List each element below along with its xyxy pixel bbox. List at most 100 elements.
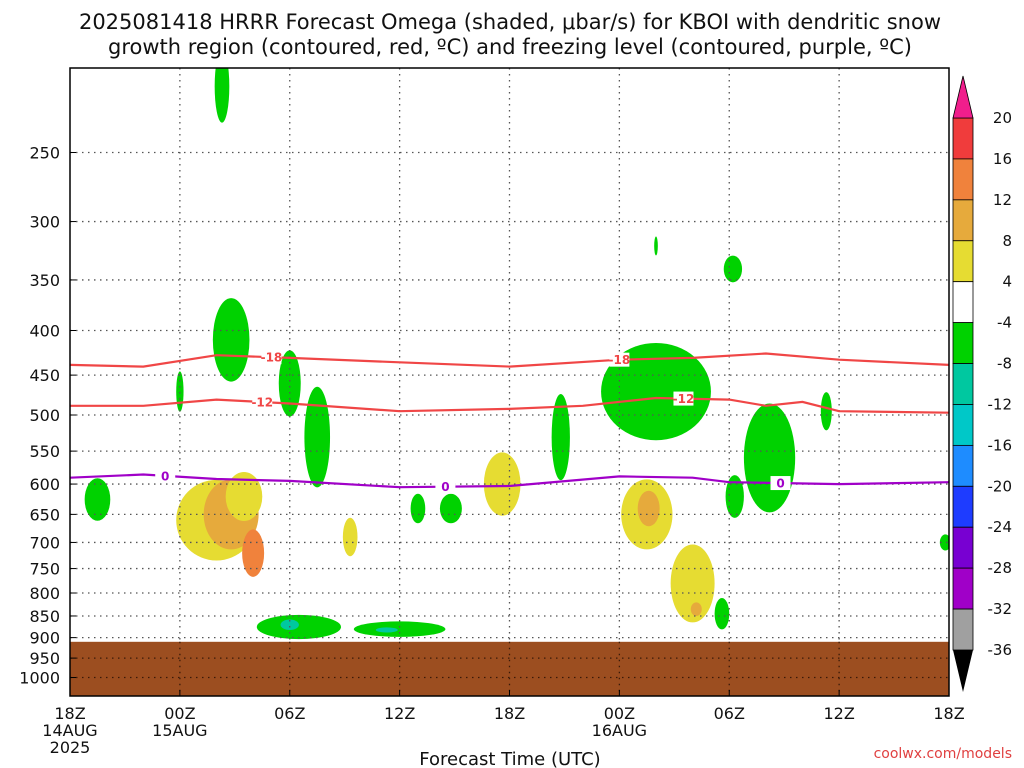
plot-area: -18 -18 -12 -12 0 0 0 xyxy=(69,67,950,697)
colorbar-band-4-8 xyxy=(952,240,974,283)
y-axis: 250 300 350 400 450 500 550 600 650 700 750 800 850 9… xyxy=(19,144,76,688)
x-tick-label-48-0: 18Z xyxy=(933,704,964,723)
omega-region-32 xyxy=(84,478,111,521)
y-tick-label-800: 800 xyxy=(29,584,60,603)
omega-region-26 xyxy=(742,362,746,388)
colorbar-band--20--16 xyxy=(952,444,974,487)
omega-region-22 xyxy=(214,207,241,261)
colorbar-label-16: 16 xyxy=(993,150,1012,168)
chart-title-line-2: growth region (contoured, red, ºC) and f… xyxy=(108,35,912,59)
omega-region-33 xyxy=(410,493,426,524)
x-tick-label-0-1: 14AUG xyxy=(42,721,97,740)
omega-region-28 xyxy=(212,298,250,382)
y-tick-label-950: 950 xyxy=(29,649,60,668)
colorbar-band--12--8 xyxy=(952,363,974,405)
omega-region-47 xyxy=(375,627,398,633)
y-tick-label-850: 850 xyxy=(29,607,60,626)
omega-region-31 xyxy=(176,371,184,412)
colorbar-label--28: -28 xyxy=(988,559,1013,577)
colorbar-label-4: 4 xyxy=(1002,273,1012,291)
colorbar-band--8--4 xyxy=(952,322,974,364)
omega-region-27 xyxy=(214,68,230,123)
contour-line-0 xyxy=(70,473,949,489)
omega-region-46 xyxy=(353,621,446,637)
y-tick-label-400: 400 xyxy=(29,322,60,341)
x-axis-label: Forecast Time (UTC) xyxy=(419,749,600,768)
y-tick-label-650: 650 xyxy=(29,505,60,524)
y-tick-label-1000: 1000 xyxy=(19,669,60,688)
omega-region-30 xyxy=(304,386,331,488)
omega-region-13 xyxy=(463,561,611,606)
omega-region-44 xyxy=(256,614,342,640)
omega-region-23 xyxy=(286,223,301,293)
omega-region-6 xyxy=(242,529,265,577)
y-tick-label-450: 450 xyxy=(29,366,60,385)
omega-region-29 xyxy=(278,350,301,417)
y-tick-label-350: 350 xyxy=(29,271,60,290)
x-tick-label-6-1: 15AUG xyxy=(152,721,207,740)
omega-region-39 xyxy=(723,255,743,283)
omega-region-11 xyxy=(427,382,501,534)
contour-line--12 xyxy=(70,396,949,414)
contour-label-bg--12-1 xyxy=(673,391,694,406)
colorbar-band-8-12 xyxy=(952,199,974,242)
y-tick-label-550: 550 xyxy=(29,442,60,461)
x-tick-label-24-0: 18Z xyxy=(494,704,525,723)
x-tick-label-36-0: 06Z xyxy=(714,704,745,723)
x-tick-label-42-0: 12Z xyxy=(823,704,854,723)
omega-region-42 xyxy=(714,598,730,630)
contour-label-bg-0-0 xyxy=(155,468,176,483)
contour-label--12-0: -12 xyxy=(251,396,273,410)
y-tick-label-300: 300 xyxy=(29,213,60,232)
y-tick-label-250: 250 xyxy=(29,144,60,163)
omega-region-7 xyxy=(88,515,180,580)
omega-region-19 xyxy=(690,602,702,617)
colorbar-label--24: -24 xyxy=(988,518,1013,536)
colorbar-label--20: -20 xyxy=(988,477,1013,495)
contour-label-bg-0-2 xyxy=(770,476,791,491)
colorbar-band--4-4 xyxy=(952,281,974,324)
y-tick-label-500: 500 xyxy=(29,406,60,425)
colorbar-band--28--24 xyxy=(952,526,974,569)
omega-region-34 xyxy=(439,493,462,524)
contour-label--18-1: -18 xyxy=(609,353,631,367)
omega-region-41 xyxy=(820,392,832,431)
omega-region-10 xyxy=(342,517,358,557)
omega-region-20 xyxy=(859,427,893,489)
contour-label-bg--18-0 xyxy=(261,350,282,365)
colorbar-band--24--20 xyxy=(952,485,974,528)
contour-label-0-1: 0 xyxy=(441,480,449,494)
x-tick-label-30-0: 00Z xyxy=(604,704,635,723)
colorbar-band-16-20 xyxy=(952,117,974,160)
y-tick-label-700: 700 xyxy=(29,533,60,552)
credit-link[interactable]: coolwx.com/models xyxy=(874,746,1012,762)
contour-label-bg--18-1 xyxy=(609,352,630,367)
omega-region-40 xyxy=(654,236,658,256)
colorbar-label-8: 8 xyxy=(1002,232,1012,250)
omega-region-17 xyxy=(637,490,660,527)
omega-region-45 xyxy=(280,619,299,631)
contour-line--18 xyxy=(70,352,949,368)
y-tick-label-750: 750 xyxy=(29,560,60,579)
omega-region-18 xyxy=(670,544,715,623)
colorbar-label--32: -32 xyxy=(988,600,1013,618)
terrain-below-surface xyxy=(70,641,949,696)
colorbar-label--4: -4 xyxy=(997,314,1012,332)
x-tick-label-0-0: 18Z xyxy=(54,704,85,723)
chart-title-line-1: 2025081418 HRRR Forecast Omega (shaded, … xyxy=(79,10,941,34)
omega-region-8 xyxy=(225,472,263,521)
omega-region-36 xyxy=(601,342,711,441)
colorbar-band--16--12 xyxy=(952,404,974,446)
y-tick-label-600: 600 xyxy=(29,475,60,494)
colorbar-label-20: 20 xyxy=(993,109,1012,127)
colorbar-band-12-16 xyxy=(952,158,974,201)
colorbar-bottom-arrow xyxy=(953,650,973,692)
omega-region-38 xyxy=(725,475,744,518)
colorbar-top-arrow xyxy=(952,75,974,119)
omega-region-24 xyxy=(317,205,336,310)
colorbar-label--16: -16 xyxy=(988,436,1013,454)
colorbar-label--12: -12 xyxy=(988,395,1013,413)
contour-label-bg-0-1 xyxy=(435,479,456,494)
